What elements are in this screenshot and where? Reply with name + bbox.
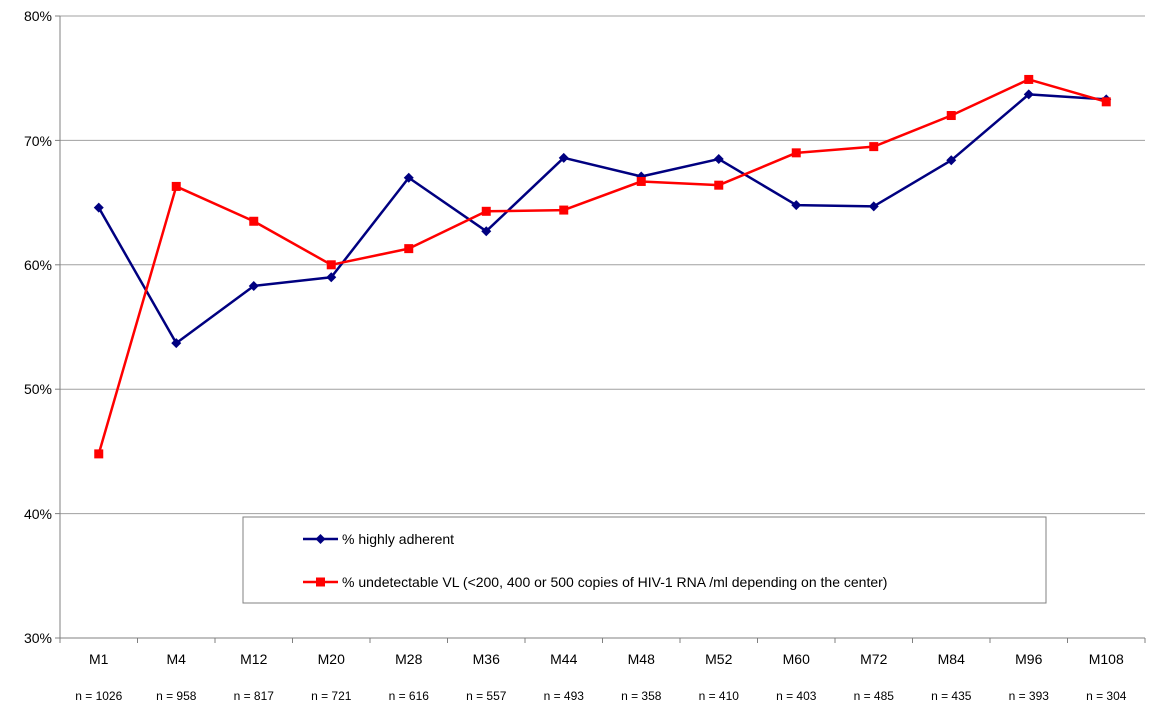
x-tick-label: M1 xyxy=(89,651,109,667)
point-marker xyxy=(249,216,259,226)
axes xyxy=(55,15,1146,643)
sample-size-label: n = 393 xyxy=(1009,689,1050,703)
sample-size-label: n = 410 xyxy=(699,689,740,703)
series xyxy=(93,74,1112,459)
point-marker xyxy=(869,142,879,152)
x-tick-label: M12 xyxy=(240,651,267,667)
point-marker xyxy=(94,449,104,459)
point-marker xyxy=(791,148,801,158)
x-tick-label: M108 xyxy=(1089,651,1124,667)
legend-label-vl: % undetectable VL (<200, 400 or 500 copi… xyxy=(342,574,887,590)
gridlines xyxy=(60,15,1145,515)
y-tick-label: 60% xyxy=(24,257,52,273)
point-marker xyxy=(713,154,724,165)
x-tick-label: M96 xyxy=(1015,651,1042,667)
series-line xyxy=(97,78,1107,455)
sample-size-label: n = 358 xyxy=(621,689,662,703)
point-marker xyxy=(791,200,802,211)
point-marker xyxy=(868,201,879,212)
x-tick-label: M44 xyxy=(550,651,577,667)
point-marker xyxy=(404,244,414,254)
series-line xyxy=(97,93,1107,345)
point-marker xyxy=(946,155,957,166)
point-marker xyxy=(326,272,337,283)
point-marker xyxy=(714,180,724,190)
legend-box xyxy=(242,516,1047,604)
sample-size-label: n = 557 xyxy=(466,689,507,703)
sample-size-label: n = 403 xyxy=(776,689,817,703)
sample-size-label: n = 958 xyxy=(156,689,197,703)
y-tick-label: 70% xyxy=(24,133,52,149)
sample-size-label: n = 304 xyxy=(1086,689,1127,703)
x-tick-label: M48 xyxy=(628,651,655,667)
point-marker xyxy=(559,205,569,215)
x-tick-label: M84 xyxy=(938,651,965,667)
x-tick-label: M20 xyxy=(318,651,345,667)
x-tick-label: M72 xyxy=(860,651,887,667)
point-marker xyxy=(1024,74,1034,84)
y-tick-label: 50% xyxy=(24,381,52,397)
sample-size-label: n = 435 xyxy=(931,689,972,703)
point-marker xyxy=(481,226,492,237)
point-marker xyxy=(946,111,956,121)
legend-label-adherent: % highly adherent xyxy=(342,531,454,547)
y-tick-labels: 30% 40% 50% 60% 70% 80% xyxy=(24,8,52,646)
point-marker xyxy=(171,338,182,349)
y-tick-label: 40% xyxy=(24,506,52,522)
legend: % highly adherent % undetectable VL (<20… xyxy=(242,516,1047,604)
legend-marker-square xyxy=(316,577,325,587)
legend-marker-diamond xyxy=(315,534,326,544)
x-tick-label: M60 xyxy=(783,651,810,667)
sample-size-label: n = 721 xyxy=(311,689,352,703)
series-1 xyxy=(94,74,1111,459)
x-tick-label: M52 xyxy=(705,651,732,667)
x-tick-label: M4 xyxy=(167,651,187,667)
series-0 xyxy=(93,89,1112,349)
x-tick-labels: M1 M4 M12 M20 M28 M36 M44 M48 M52 M60 M72 M84 M96 M10… xyxy=(89,651,1124,667)
sample-size-label: n = 485 xyxy=(854,689,895,703)
point-marker xyxy=(93,202,104,213)
point-marker xyxy=(558,152,569,163)
point-marker xyxy=(326,260,336,270)
sample-size-label: n = 493 xyxy=(544,689,585,703)
point-marker xyxy=(1023,89,1034,100)
point-marker xyxy=(481,206,491,216)
sample-size-labels: n = 1026 n = 958 n = 817 n = 721 n = 616 n = … xyxy=(75,689,1127,703)
point-marker xyxy=(171,181,181,191)
point-marker xyxy=(248,280,259,291)
point-marker xyxy=(403,172,414,183)
point-marker xyxy=(636,176,646,186)
y-tick-label: 30% xyxy=(24,630,52,646)
sample-size-label: n = 817 xyxy=(234,689,275,703)
sample-size-label: n = 616 xyxy=(389,689,430,703)
y-tick-label: 80% xyxy=(24,8,52,24)
x-tick-label: M28 xyxy=(395,651,422,667)
sample-size-label: n = 1026 xyxy=(75,689,122,703)
point-marker xyxy=(1101,97,1111,107)
x-tick-label: M36 xyxy=(473,651,500,667)
